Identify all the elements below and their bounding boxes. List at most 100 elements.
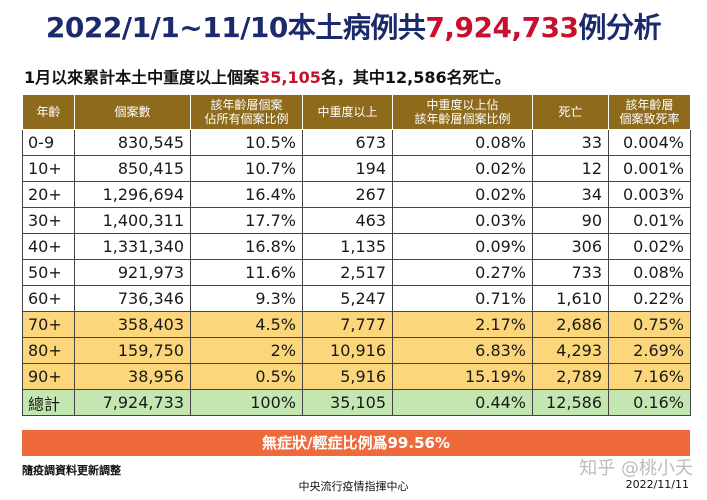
table-cell: 2,517	[302, 259, 393, 286]
age-group-cell: 50+	[22, 259, 75, 286]
table-cell: 0.08%	[608, 259, 691, 286]
table-cell: 16.4%	[190, 181, 303, 208]
table-cell: 850,415	[74, 155, 191, 182]
table-cell: 1,135	[302, 233, 393, 260]
column-header: 該年齡層 個案致死率	[608, 94, 691, 130]
table-total-row: 總計 7,924,733 100% 35,105 0.44% 12,586 0.16%	[22, 389, 691, 416]
table-cell: 0.44%	[392, 389, 533, 416]
age-group-cell: 80+	[22, 337, 75, 364]
table-cell: 463	[302, 207, 393, 234]
table-cell: 1,400,311	[74, 207, 191, 234]
column-header: 年齡	[22, 94, 75, 130]
table-cell: 194	[302, 155, 393, 182]
table-row: 60+ 736,346 9.3% 5,247 0.71% 1,610 0.22%	[22, 285, 691, 312]
table-cell: 306	[532, 233, 609, 260]
title-prefix: 2022/1/1~11/10本土病例共	[45, 11, 426, 44]
table-cell: 358,403	[74, 311, 191, 338]
table-cell: 1,610	[532, 285, 609, 312]
table-cell: 0.02%	[392, 155, 533, 182]
table-cell: 90	[532, 207, 609, 234]
table-cell: 0.02%	[392, 181, 533, 208]
table-row: 30+ 1,400,311 17.7% 463 0.03% 90 0.01%	[22, 207, 691, 234]
table-cell: 12,586	[532, 389, 609, 416]
report-date: 2022/11/11	[625, 478, 689, 491]
table-cell: 10,916	[302, 337, 393, 364]
table-cell: 9.3%	[190, 285, 303, 312]
table-cell: 0.02%	[608, 233, 691, 260]
table-cell: 2.69%	[608, 337, 691, 364]
table-cell: 0.75%	[608, 311, 691, 338]
table-cell: 736,346	[74, 285, 191, 312]
table-cell: 0.16%	[608, 389, 691, 416]
table-cell: 5,916	[302, 363, 393, 390]
age-group-cell: 40+	[22, 233, 75, 260]
table-cell: 11.6%	[190, 259, 303, 286]
table-cell: 2.17%	[392, 311, 533, 338]
table-cell: 267	[302, 181, 393, 208]
table-cell: 0.5%	[190, 363, 303, 390]
column-header: 個案數	[74, 94, 191, 130]
table-cell: 733	[532, 259, 609, 286]
page-subtitle: 1月以來累計本土中重度以上個案35,105名，其中12,586名死亡。	[24, 64, 511, 88]
column-header: 死亡	[532, 94, 609, 130]
table-cell: 0.003%	[608, 181, 691, 208]
table-cell: 0.03%	[392, 207, 533, 234]
column-header: 中重度以上佔 該年齡層個案比例	[392, 94, 533, 130]
age-group-cell: 20+	[22, 181, 75, 208]
table-cell: 0.01%	[608, 207, 691, 234]
table-cell: 159,750	[74, 337, 191, 364]
age-group-cell: 10+	[22, 155, 75, 182]
table-row: 70+ 358,403 4.5% 7,777 2.17% 2,686 0.75%	[22, 311, 691, 338]
table-row: 90+ 38,956 0.5% 5,916 15.19% 2,789 7.16%	[22, 363, 691, 390]
page-title: 2022/1/1~11/10本土病例共7,924,733例分析	[0, 6, 707, 46]
table-cell: 100%	[190, 389, 303, 416]
asymptomatic-banner: 無症狀/輕症比例爲99.56%	[22, 430, 690, 456]
table-cell: 830,545	[74, 129, 191, 156]
update-note: 隨疫調資料更新調整	[22, 464, 121, 477]
age-group-cell: 0-9	[22, 129, 75, 156]
subtitle-prefix: 1月以來累計本土中重度以上個案	[24, 68, 260, 87]
subtitle-highlight: 35,105	[259, 68, 321, 87]
table-cell: 17.7%	[190, 207, 303, 234]
age-group-cell: 70+	[22, 311, 75, 338]
table-cell: 0.71%	[392, 285, 533, 312]
table-cell: 2,789	[532, 363, 609, 390]
cecc-label: 中央流行疫情指揮中心	[298, 480, 409, 493]
table-body: 0-9 830,545 10.5% 673 0.08% 33 0.004% 10+ 850,41…	[22, 129, 691, 416]
table-cell: 7,924,733	[74, 389, 191, 416]
watermark: 知乎 @桃小夭	[579, 458, 693, 479]
table-cell: 34	[532, 181, 609, 208]
table-cell: 15.19%	[392, 363, 533, 390]
table-cell: 10.5%	[190, 129, 303, 156]
table-cell: 16.8%	[190, 233, 303, 260]
table-row: 80+ 159,750 2% 10,916 6.83% 4,293 2.69%	[22, 337, 691, 364]
subtitle-suffix: 名，其中12,586名死亡。	[320, 68, 511, 87]
table-row: 0-9 830,545 10.5% 673 0.08% 33 0.004%	[22, 129, 691, 156]
age-group-cell: 60+	[22, 285, 75, 312]
table-cell: 0.004%	[608, 129, 691, 156]
table-cell: 4.5%	[190, 311, 303, 338]
column-header: 該年齡層個案 佔所有個案比例	[190, 94, 303, 130]
table-cell: 33	[532, 129, 609, 156]
age-group-cell: 總計	[22, 389, 75, 416]
table-cell: 0.22%	[608, 285, 691, 312]
table-cell: 12	[532, 155, 609, 182]
table-row: 10+ 850,415 10.7% 194 0.02% 12 0.001%	[22, 155, 691, 182]
title-suffix: 例分析	[578, 11, 662, 44]
table-cell: 7,777	[302, 311, 393, 338]
table-cell: 35,105	[302, 389, 393, 416]
table-cell: 1,296,694	[74, 181, 191, 208]
age-group-cell: 30+	[22, 207, 75, 234]
table-cell: 5,247	[302, 285, 393, 312]
table-cell: 921,973	[74, 259, 191, 286]
table-header-row: 年齡 個案數 該年齡層個案 佔所有個案比例 中重度以上 中重度以上佔 該年齡層個案比例 死亡該…	[22, 94, 691, 130]
table-cell: 0.08%	[392, 129, 533, 156]
table-cell: 0.09%	[392, 233, 533, 260]
title-highlight: 7,924,733	[425, 11, 579, 44]
table-cell: 1,331,340	[74, 233, 191, 260]
table-cell: 0.27%	[392, 259, 533, 286]
table-cell: 673	[302, 129, 393, 156]
table-cell: 2,686	[532, 311, 609, 338]
age-stats-table: 年齡 個案數 該年齡層個案 佔所有個案比例 中重度以上 中重度以上佔 該年齡層個案比例 死亡該…	[22, 94, 691, 416]
table-cell: 2%	[190, 337, 303, 364]
